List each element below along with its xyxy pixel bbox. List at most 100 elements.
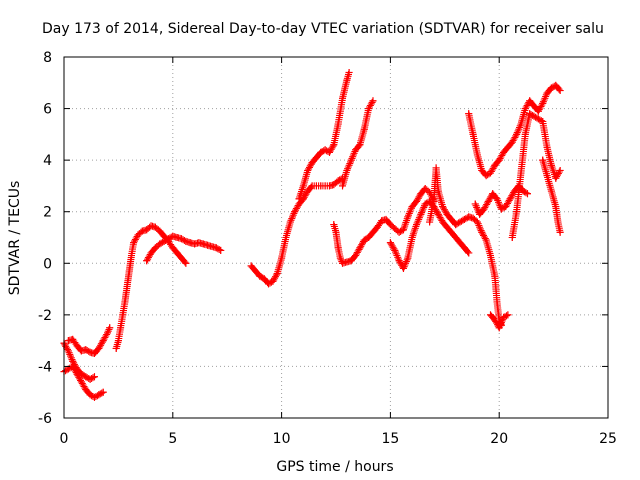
data-point [547,161,555,169]
y-tick-label: 6 [43,102,52,118]
data-point [299,182,307,190]
data-point [534,107,542,115]
y-tick-label: 8 [43,50,52,66]
data-point [173,234,181,241]
data-point [439,203,447,211]
data-point [317,148,325,156]
data-series-10 [386,197,473,272]
grid-lines [64,57,608,418]
data-series-5 [143,232,225,265]
data-point [191,240,199,248]
data-series-13 [471,182,531,218]
data-point [447,228,455,236]
data-point [523,190,531,198]
data-point [526,97,534,105]
data-point [291,208,299,216]
data-point [465,110,473,118]
plus-markers [247,174,346,288]
data-point [343,258,351,266]
data-point [373,223,381,231]
data-point [482,172,490,180]
data-series-8 [330,185,438,267]
data-point [517,169,525,177]
data-point [334,177,342,185]
y-tick-label: -2 [38,308,52,324]
data-point [434,210,442,218]
data-point [286,218,294,226]
data-point [69,335,77,343]
data-point [493,298,501,306]
data-point [356,141,364,149]
data-series-9 [339,97,377,190]
data-point [495,156,503,164]
data-point [69,362,77,370]
data-point [534,115,542,123]
data-point [117,324,125,332]
data-point [443,210,451,218]
data-point [134,231,142,239]
data-point [343,76,351,84]
data-point [73,370,81,378]
x-tick-labels: 0 5 10 15 20 25 [60,431,617,447]
data-point [417,210,425,218]
y-tick-label: 0 [43,256,52,272]
data-point [178,254,186,262]
data-point [173,249,181,257]
data-point [484,197,492,205]
data-point [332,228,340,236]
data-point [95,391,103,399]
data-point [119,311,127,319]
data-point [504,311,512,319]
data-point [360,125,368,133]
data-point [86,348,94,356]
data-point [391,224,399,232]
data-point [513,208,521,216]
plot-frame [63,56,609,419]
data-point [543,89,551,97]
data-point [508,234,516,241]
data-point [112,344,120,352]
data-point [539,156,547,164]
data-point [130,239,138,247]
data-point [399,226,407,234]
data-point [443,223,451,231]
data-point [486,169,494,177]
data-point [308,159,316,167]
data-point [500,313,508,321]
y-tick-labels: -6 -4 -2 0 2 4 6 8 [38,50,52,427]
data-point [143,257,151,265]
data-point [334,244,342,252]
data-point [164,235,172,243]
data-point [480,205,488,213]
data-point [552,203,560,211]
data-point [90,350,98,358]
data-point [456,218,464,226]
data-point [517,120,525,128]
data-point [356,244,364,252]
data-point [95,344,103,352]
data-point [304,166,312,174]
data-point [508,138,516,146]
data-series-2 [60,362,107,401]
data-point [434,187,442,195]
data-point [408,234,416,241]
data-point [325,182,333,190]
data-point [208,243,216,251]
x-tick-label: 15 [381,431,399,447]
data-point [452,221,460,229]
data-point [321,146,329,154]
data-point [217,246,225,254]
data-series-7 [295,68,353,203]
data-point [260,275,268,283]
data-point [526,110,534,118]
data-point [64,347,72,355]
x-tick-label: 25 [599,431,617,447]
data-point [543,172,551,180]
data-point [473,218,481,226]
data-point [90,393,98,401]
x-tick-label: 10 [273,431,291,447]
data-point [64,337,72,345]
data-point [465,249,473,257]
data-point [497,205,505,213]
